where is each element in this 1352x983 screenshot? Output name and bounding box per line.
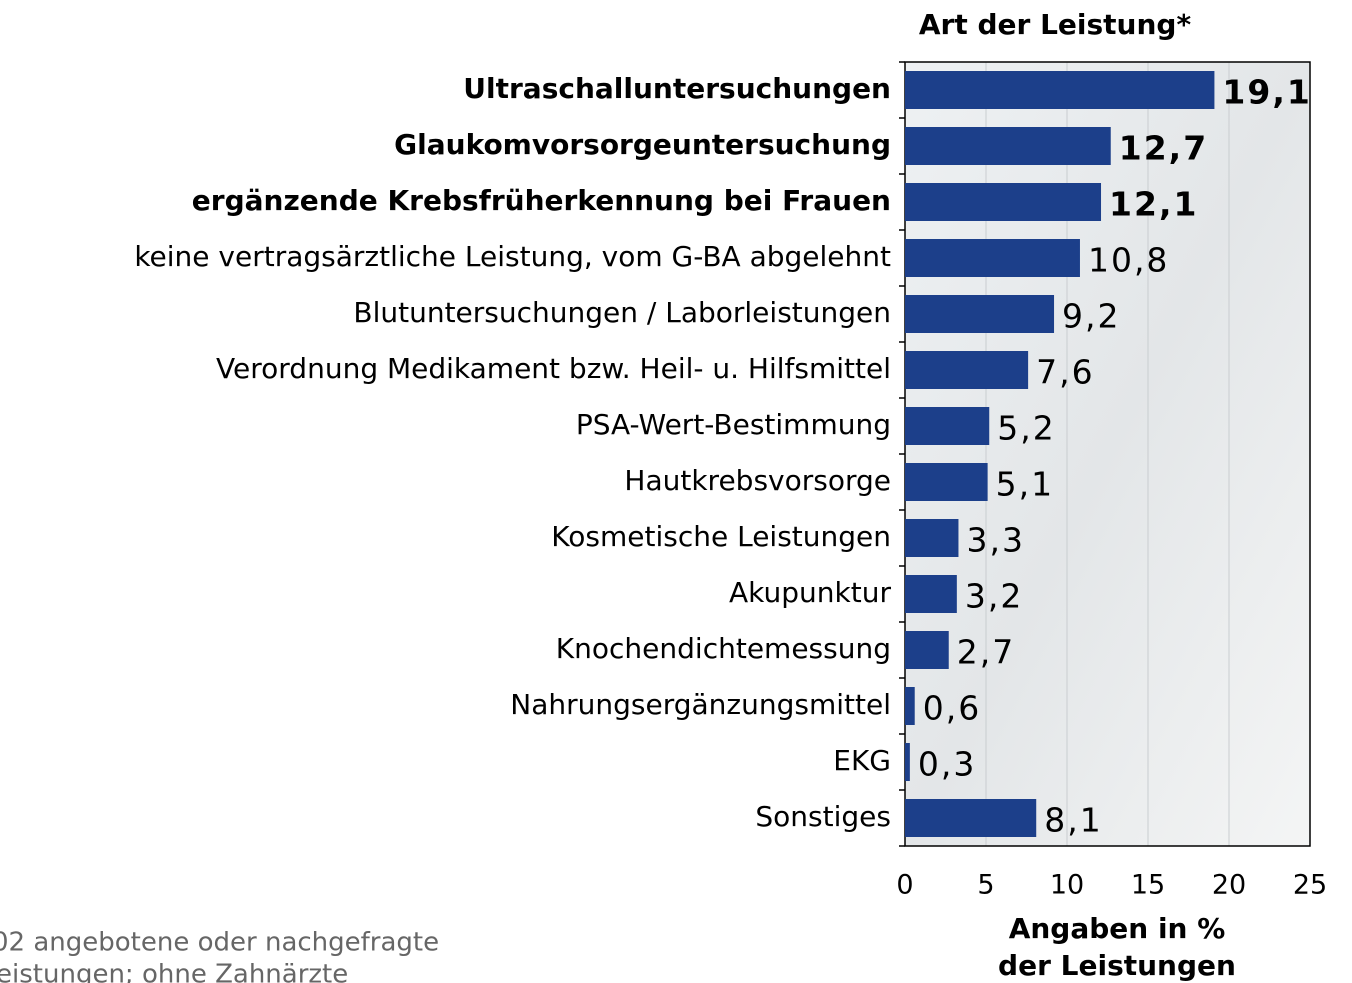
y-tick-label: keine vertragsärztliche Leistung, vom G-… xyxy=(134,240,891,273)
bar xyxy=(905,407,990,445)
value-label: 5,1 xyxy=(996,465,1054,504)
value-label: 3,3 xyxy=(966,521,1024,560)
bar xyxy=(905,351,1029,389)
x-tick-label: 5 xyxy=(977,870,994,901)
y-tick-label: ergänzende Krebsfrüherkennung bei Frauen xyxy=(192,184,891,217)
value-label: 7,6 xyxy=(1036,353,1094,392)
y-tick-label: Glaukomvorsorgeuntersuchung xyxy=(394,128,891,161)
plot-background xyxy=(905,62,1310,846)
value-label: 0,3 xyxy=(918,745,976,784)
footnote: 02 angebotene oder nachgefragte xyxy=(0,928,439,958)
bar xyxy=(905,743,910,781)
footnote: Leistungen; ohne Zahnärzte xyxy=(0,960,348,983)
bar xyxy=(905,71,1215,109)
value-label: 10,8 xyxy=(1088,241,1169,280)
value-label: 0,6 xyxy=(923,689,981,728)
y-tick-label: Nahrungsergänzungsmittel xyxy=(510,688,891,721)
chart-title: Art der Leistung* xyxy=(919,8,1192,41)
value-label: 8,1 xyxy=(1044,801,1102,840)
y-tick-label: Verordnung Medikament bzw. Heil- u. Hilf… xyxy=(216,352,891,385)
y-tick-label: EKG xyxy=(833,744,891,777)
value-label: 9,2 xyxy=(1062,297,1120,336)
y-tick-label: Kosmetische Leistungen xyxy=(551,520,891,553)
y-tick-label: Akupunktur xyxy=(729,576,891,609)
bar xyxy=(905,687,915,725)
value-label: 2,7 xyxy=(957,633,1015,672)
bar xyxy=(905,463,988,501)
x-axis-label: der Leistungen xyxy=(998,949,1236,982)
bar xyxy=(905,239,1080,277)
x-axis-label: Angaben in % xyxy=(1009,912,1226,945)
y-tick-label: Knochendichtemessung xyxy=(556,632,891,665)
bar xyxy=(905,799,1037,837)
bar xyxy=(905,127,1111,165)
value-label: 5,2 xyxy=(997,409,1055,448)
x-tick-label: 0 xyxy=(896,870,913,901)
value-label: 12,7 xyxy=(1119,129,1208,168)
value-label: 3,2 xyxy=(965,577,1023,616)
x-tick-label: 15 xyxy=(1131,870,1165,901)
bar xyxy=(905,519,959,557)
x-tick-label: 20 xyxy=(1212,870,1246,901)
y-tick-label: Ultraschalluntersuchungen xyxy=(463,72,891,105)
y-tick-label: Blutuntersuchungen / Laborleistungen xyxy=(353,296,891,329)
bar xyxy=(905,575,957,613)
y-tick-label: PSA-Wert-Bestimmung xyxy=(576,408,891,441)
bar xyxy=(905,295,1055,333)
bar xyxy=(905,631,949,669)
y-tick-label: Hautkrebsvorsorge xyxy=(624,464,891,497)
value-label: 19,1 xyxy=(1222,73,1311,112)
value-label: 12,1 xyxy=(1109,185,1198,224)
x-tick-label: 25 xyxy=(1293,870,1327,901)
bar xyxy=(905,183,1102,221)
y-tick-label: Sonstiges xyxy=(755,800,891,833)
x-tick-label: 10 xyxy=(1050,870,1084,901)
